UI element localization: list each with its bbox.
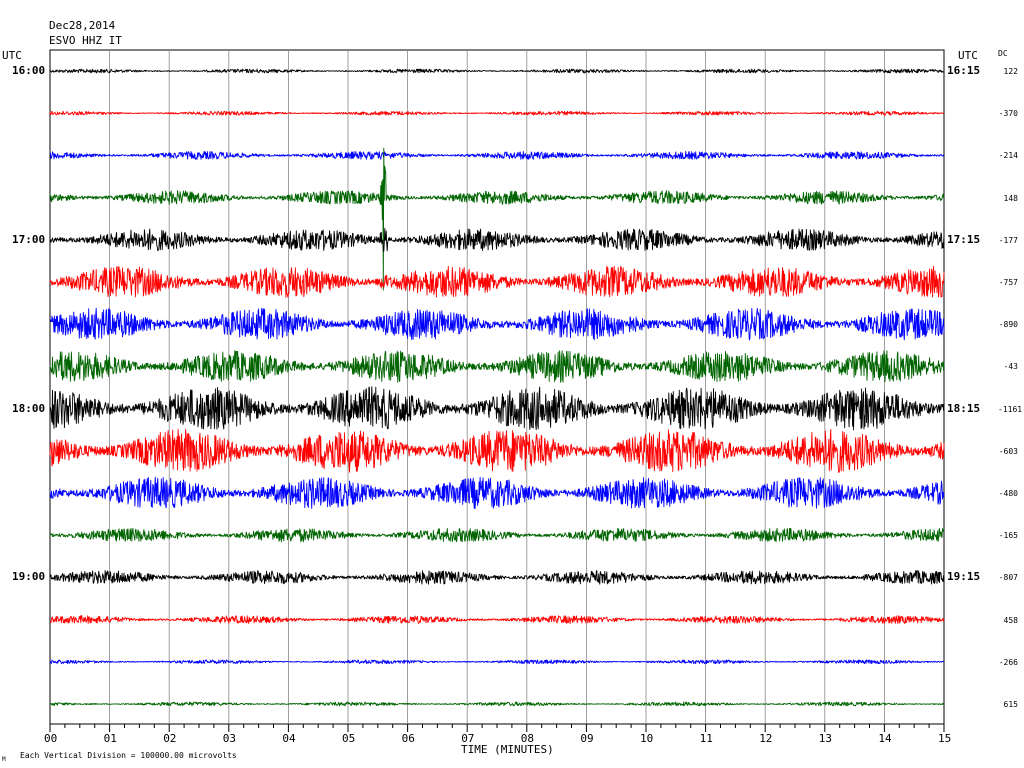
left-time-label: 19:00 [12,570,46,584]
right-time-label: 19:15 [947,570,981,584]
x-tick-label: 05 [342,732,356,745]
record-date: Dec28,2014 [49,19,116,32]
x-tick-label: 12 [759,732,773,745]
x-tick-label: 11 [699,732,713,745]
dc-value: -370 [998,109,1018,119]
x-tick-label: 00 [44,732,58,745]
dc-value: 148 [1003,193,1018,203]
station-code: ESVO HHZ IT [49,34,122,47]
x-tick-label: 07 [461,732,475,745]
footer-mark: M [2,756,6,763]
trace-row-3 [49,147,945,291]
plot-frame [49,49,945,725]
dc-value: -890 [998,320,1018,330]
trace-row-12 [49,570,945,585]
x-tick-label: 08 [520,732,535,745]
dc-value: -1161 [998,404,1023,414]
right-utc-title: UTC [958,49,978,62]
x-tick-label: 01 [103,732,117,745]
trace-row-4 [49,227,945,252]
dc-value: -757 [998,278,1018,287]
vertical-division-note: Each Vertical Division = 100000.00 micro… [20,751,237,760]
trace-row-2 [49,151,945,160]
x-tick-label: 13 [818,732,833,745]
dc-value: -807 [998,573,1018,583]
trace-row-6 [49,307,945,341]
dc-value: -266 [998,657,1018,667]
x-tick-label: 03 [222,732,237,745]
x-tick-label: 14 [878,732,892,745]
x-tick-label: 06 [401,732,415,745]
right-time-label: 17:15 [947,232,981,246]
left-utc-title: UTC [2,49,22,62]
x-tick-label: 04 [282,732,296,745]
dc-value: 122 [1003,67,1018,76]
x-tick-label: 15 [938,732,952,745]
trace-row-8 [49,386,945,431]
x-axis-title: TIME (MINUTES) [461,743,554,756]
trace-row-11 [49,527,945,543]
right-time-label: 18:15 [947,401,981,415]
trace-row-9 [49,428,945,474]
trace-row-10 [49,476,945,509]
right-time-label: 16:15 [947,64,981,77]
x-tick-label: 02 [163,732,177,745]
trace-row-5 [49,265,945,298]
dc-value: -214 [998,151,1018,161]
dc-value: -165 [998,531,1018,541]
dc-value: -603 [998,446,1018,456]
trace-row-7 [49,350,945,383]
dc-value: 458 [1003,615,1018,625]
x-tick-label: 10 [640,732,654,745]
trace-row-1 [49,110,945,116]
trace-row-15 [49,701,945,707]
dc-title: DC [998,49,1008,58]
dc-value: 615 [1003,700,1018,709]
trace-row-0 [49,68,945,74]
left-time-label: 18:00 [12,401,46,415]
dc-value: -177 [998,235,1018,245]
left-time-label: 17:00 [12,232,46,246]
left-time-label: 16:00 [12,64,46,77]
trace-row-14 [49,659,945,665]
x-tick-label: 09 [580,732,594,745]
trace-row-13 [49,615,945,625]
dc-value: -480 [998,489,1018,498]
dc-value: -43 [1003,362,1018,372]
